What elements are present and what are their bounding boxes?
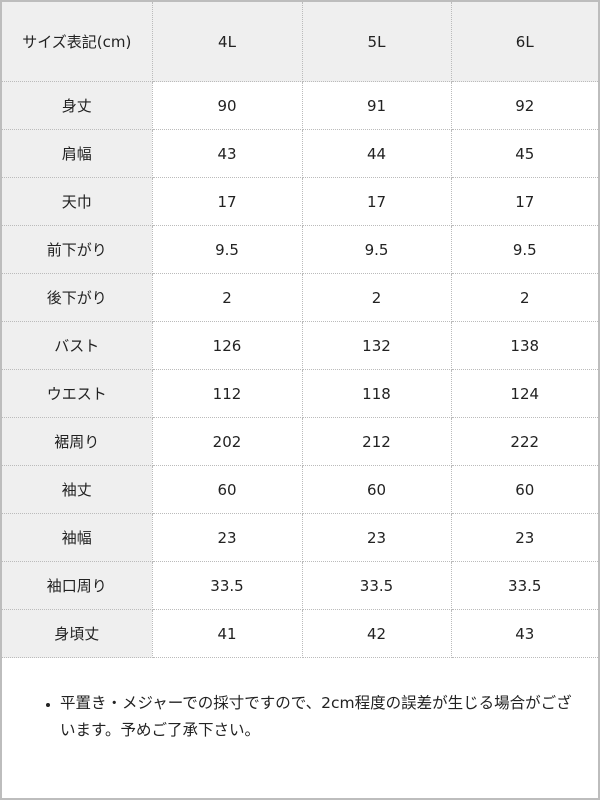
table-row: 前下がり 9.5 9.5 9.5: [2, 225, 598, 274]
table-cell: 126: [151, 321, 303, 370]
table-cell: 43: [151, 129, 303, 178]
table-row: 袖丈 60 60 60: [2, 465, 598, 514]
table-cell: 33.5: [301, 561, 452, 610]
table-cell: 222: [450, 417, 598, 466]
table-cell: 23: [151, 513, 303, 562]
row-label: 天巾: [2, 177, 153, 226]
table-cell: 91: [301, 81, 452, 130]
row-label: 前下がり: [2, 225, 153, 274]
table-cell: 33.5: [450, 561, 598, 610]
header-row: サイズ表記(cm) 4L 5L 6L: [2, 2, 598, 82]
table-cell: 138: [450, 321, 598, 370]
table-cell: 132: [301, 321, 452, 370]
table-row: 天巾 17 17 17: [2, 177, 598, 226]
table-cell: 44: [301, 129, 452, 178]
row-label: 袖丈: [2, 465, 153, 514]
measurement-note: 平置き・メジャーでの採寸ですので、2cm程度の誤差が生じる場合がございます。予め…: [42, 690, 582, 744]
row-label: 後下がり: [2, 273, 153, 322]
size-table: サイズ表記(cm) 4L 5L 6L 身丈 90 91 92 肩幅 43 44 45 天巾 17 1…: [2, 2, 598, 658]
row-label: バスト: [2, 321, 153, 370]
row-label: 袖口周り: [2, 561, 153, 610]
table-cell: 92: [450, 81, 598, 130]
table-row: 後下がり 2 2 2: [2, 273, 598, 322]
table-cell: 43: [450, 609, 598, 658]
table-row: 肩幅 43 44 45: [2, 129, 598, 178]
table-cell: 90: [151, 81, 303, 130]
header-size-label: サイズ表記(cm): [2, 2, 153, 82]
table-cell: 9.5: [301, 225, 452, 274]
table-cell: 23: [301, 513, 452, 562]
table-row: 裾周り 202 212 222: [2, 417, 598, 466]
header-5l: 5L: [301, 2, 452, 82]
table-row: ウエスト 112 118 124: [2, 369, 598, 418]
row-label: 身丈: [2, 81, 153, 130]
table-cell: 2: [450, 273, 598, 322]
table-cell: 45: [450, 129, 598, 178]
header-6l: 6L: [450, 2, 598, 82]
table-cell: 17: [151, 177, 303, 226]
table-cell: 42: [301, 609, 452, 658]
table-cell: 202: [151, 417, 303, 466]
row-label: 裾周り: [2, 417, 153, 466]
table-cell: 9.5: [151, 225, 303, 274]
table-cell: 2: [301, 273, 452, 322]
note-item: 平置き・メジャーでの採寸ですので、2cm程度の誤差が生じる場合がございます。予め…: [60, 690, 582, 744]
table-cell: 9.5: [450, 225, 598, 274]
table-cell: 118: [301, 369, 452, 418]
table-cell: 212: [301, 417, 452, 466]
table-row: バスト 126 132 138: [2, 321, 598, 370]
table-row: 袖幅 23 23 23: [2, 513, 598, 562]
header-4l: 4L: [151, 2, 303, 82]
table-cell: 112: [151, 369, 303, 418]
row-label: 袖幅: [2, 513, 153, 562]
table-cell: 17: [450, 177, 598, 226]
row-label: 身頃丈: [2, 609, 153, 658]
table-cell: 23: [450, 513, 598, 562]
table-row: 身丈 90 91 92: [2, 81, 598, 130]
table-row: 身頃丈 41 42 43: [2, 609, 598, 658]
table-cell: 33.5: [151, 561, 303, 610]
table-cell: 17: [301, 177, 452, 226]
table-cell: 60: [450, 465, 598, 514]
table-cell: 2: [151, 273, 303, 322]
table-cell: 124: [450, 369, 598, 418]
table-cell: 60: [151, 465, 303, 514]
table-cell: 41: [151, 609, 303, 658]
row-label: ウエスト: [2, 369, 153, 418]
table-row: 袖口周り 33.5 33.5 33.5: [2, 561, 598, 610]
table-cell: 60: [301, 465, 452, 514]
row-label: 肩幅: [2, 129, 153, 178]
